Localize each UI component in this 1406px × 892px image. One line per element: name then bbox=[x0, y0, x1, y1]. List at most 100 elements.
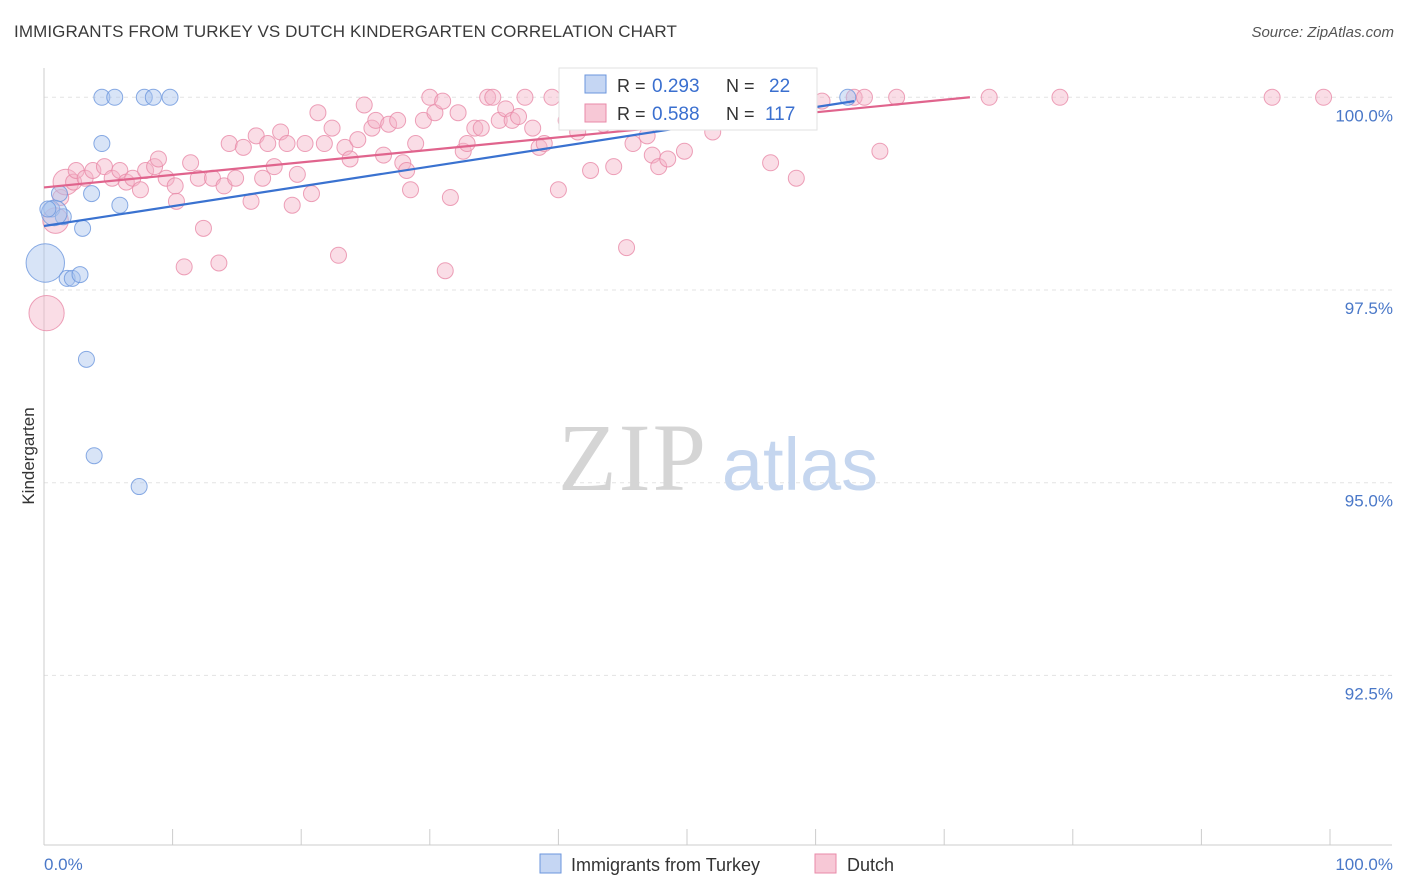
bottom-legend-swatch-dutch bbox=[814, 853, 837, 874]
dutch-point bbox=[166, 177, 184, 195]
dutch-point bbox=[855, 88, 873, 106]
turkey-point bbox=[71, 266, 89, 284]
dutch-point bbox=[449, 104, 467, 122]
turkey-point bbox=[40, 199, 68, 227]
axes bbox=[43, 68, 1392, 846]
legend-box: R = 0.293 N = 22 R = 0.588 N = 117 bbox=[558, 67, 818, 131]
dutch-point bbox=[355, 96, 373, 114]
dutch-point bbox=[516, 88, 534, 106]
bottom-legend-swatch-turkey bbox=[539, 853, 562, 874]
turkey-point bbox=[50, 185, 68, 203]
dutch-point bbox=[434, 92, 452, 110]
x-tick-label: 100.0% bbox=[1335, 855, 1393, 874]
dutch-point bbox=[436, 262, 454, 280]
dutch-point bbox=[296, 135, 314, 153]
turkey-points bbox=[25, 88, 857, 496]
dutch-point bbox=[363, 119, 381, 137]
dutch-point bbox=[1315, 88, 1333, 106]
dutch-point bbox=[605, 158, 623, 176]
legend-n-label-turkey: N = bbox=[726, 76, 755, 96]
dutch-point bbox=[189, 169, 207, 187]
legend-swatch-dutch bbox=[584, 103, 607, 123]
bottom-legend-label-turkey: Immigrants from Turkey bbox=[571, 855, 760, 875]
dutch-point bbox=[389, 111, 407, 129]
turkey-point bbox=[144, 88, 162, 106]
dutch-point bbox=[131, 181, 149, 199]
dutch-point bbox=[227, 169, 245, 187]
turkey-point bbox=[85, 447, 103, 465]
legend-r-label-dutch: R = bbox=[617, 104, 646, 124]
dutch-point bbox=[624, 135, 642, 153]
dutch-point bbox=[380, 115, 398, 133]
turkey-point bbox=[130, 478, 148, 496]
y-tick-label: 97.5% bbox=[1345, 299, 1393, 318]
dutch-point bbox=[194, 219, 212, 237]
dutch-point bbox=[402, 181, 420, 199]
legend-r-value-turkey: 0.293 bbox=[652, 76, 700, 97]
dutch-point bbox=[787, 169, 805, 187]
watermark-atlas: atlas bbox=[722, 423, 878, 506]
dutch-point bbox=[323, 119, 341, 137]
turkey-point bbox=[39, 200, 57, 218]
turkey-point bbox=[93, 88, 111, 106]
gridlines bbox=[44, 96, 1392, 676]
dutch-point bbox=[149, 150, 167, 168]
dutch-point bbox=[28, 295, 65, 332]
turkey-point bbox=[135, 88, 153, 106]
turkey-point bbox=[111, 196, 129, 214]
dutch-point bbox=[980, 88, 998, 106]
dutch-point bbox=[458, 135, 476, 153]
x-tick-labels: 0.0% 100.0% bbox=[44, 855, 1393, 874]
dutch-point bbox=[871, 142, 889, 160]
turkey-point bbox=[161, 88, 179, 106]
dutch-point bbox=[259, 135, 277, 153]
dutch-point bbox=[254, 169, 272, 187]
dutch-point bbox=[146, 158, 164, 176]
dutch-point bbox=[618, 239, 636, 257]
dutch-point bbox=[472, 119, 490, 137]
dutch-point bbox=[283, 196, 301, 214]
dutch-point bbox=[582, 162, 600, 180]
dutch-point bbox=[309, 104, 327, 122]
bottom-legend: Immigrants from Turkey Dutch bbox=[539, 853, 894, 875]
dutch-point bbox=[210, 254, 228, 272]
dutch-point bbox=[175, 258, 193, 276]
turkey-point bbox=[93, 135, 111, 153]
dutch-point bbox=[484, 88, 502, 106]
turkey-point bbox=[83, 185, 101, 203]
dutch-point bbox=[659, 150, 677, 168]
dutch-point bbox=[367, 111, 385, 129]
dutch-point bbox=[1263, 88, 1281, 106]
dutch-point bbox=[182, 154, 200, 172]
watermark-zip: ZIP bbox=[558, 404, 708, 511]
dutch-point bbox=[302, 185, 320, 203]
x-tick-label: 0.0% bbox=[44, 855, 83, 874]
turkey-point bbox=[106, 88, 124, 106]
legend-r-value-dutch: 0.588 bbox=[652, 104, 700, 125]
dutch-point bbox=[315, 135, 333, 153]
dutch-point bbox=[278, 135, 296, 153]
dutch-point bbox=[543, 88, 561, 106]
dutch-point bbox=[675, 142, 693, 160]
y-axis-title: Kindergarten bbox=[19, 407, 38, 504]
turkey-point bbox=[77, 350, 95, 368]
dutch-point bbox=[1051, 88, 1069, 106]
turkey-point bbox=[25, 243, 65, 283]
dutch-point bbox=[220, 135, 238, 153]
watermark: ZIP atlas bbox=[558, 404, 878, 511]
dutch-point bbox=[510, 108, 528, 126]
dutch-point bbox=[421, 88, 439, 106]
dutch-point bbox=[288, 165, 306, 183]
turkey-point bbox=[63, 269, 81, 287]
y-tick-label: 100.0% bbox=[1335, 106, 1393, 125]
dutch-point bbox=[762, 154, 780, 172]
bottom-legend-label-dutch: Dutch bbox=[847, 855, 894, 875]
dutch-point bbox=[234, 138, 252, 156]
legend-swatch-turkey bbox=[584, 74, 607, 94]
dutch-point bbox=[549, 181, 567, 199]
legend-n-value-turkey: 22 bbox=[769, 76, 790, 97]
turkey-point bbox=[58, 269, 76, 287]
dutch-point bbox=[466, 119, 484, 137]
dutch-point bbox=[524, 119, 542, 137]
